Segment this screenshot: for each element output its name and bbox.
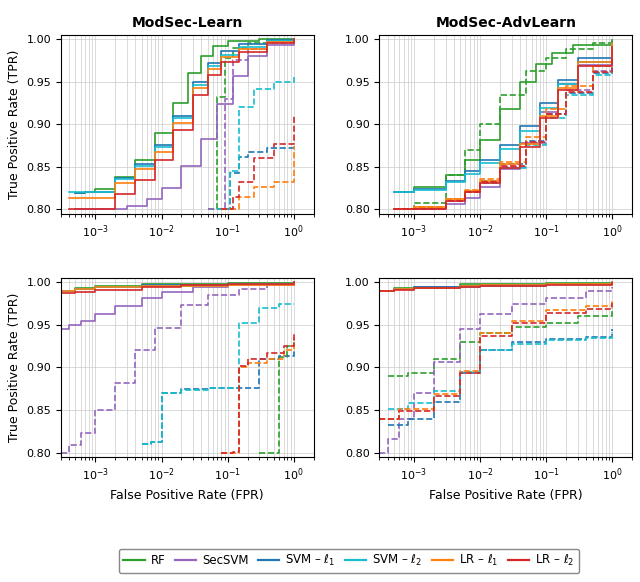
Legend: RF, SecSVM, SVM – $\ell_1$, SVM – $\ell_2$, LR – $\ell_1$, LR – $\ell_2$: RF, SecSVM, SVM – $\ell_1$, SVM – $\ell_… bbox=[118, 549, 579, 573]
X-axis label: False Positive Rate (FPR): False Positive Rate (FPR) bbox=[429, 489, 582, 502]
Y-axis label: True Positive Rate (TPR): True Positive Rate (TPR) bbox=[8, 49, 20, 199]
Y-axis label: True Positive Rate (TPR): True Positive Rate (TPR) bbox=[8, 293, 20, 442]
Title: ModSec-Learn: ModSec-Learn bbox=[132, 16, 243, 30]
Title: ModSec-AdvLearn: ModSec-AdvLearn bbox=[435, 16, 577, 30]
X-axis label: False Positive Rate (FPR): False Positive Rate (FPR) bbox=[111, 489, 264, 502]
